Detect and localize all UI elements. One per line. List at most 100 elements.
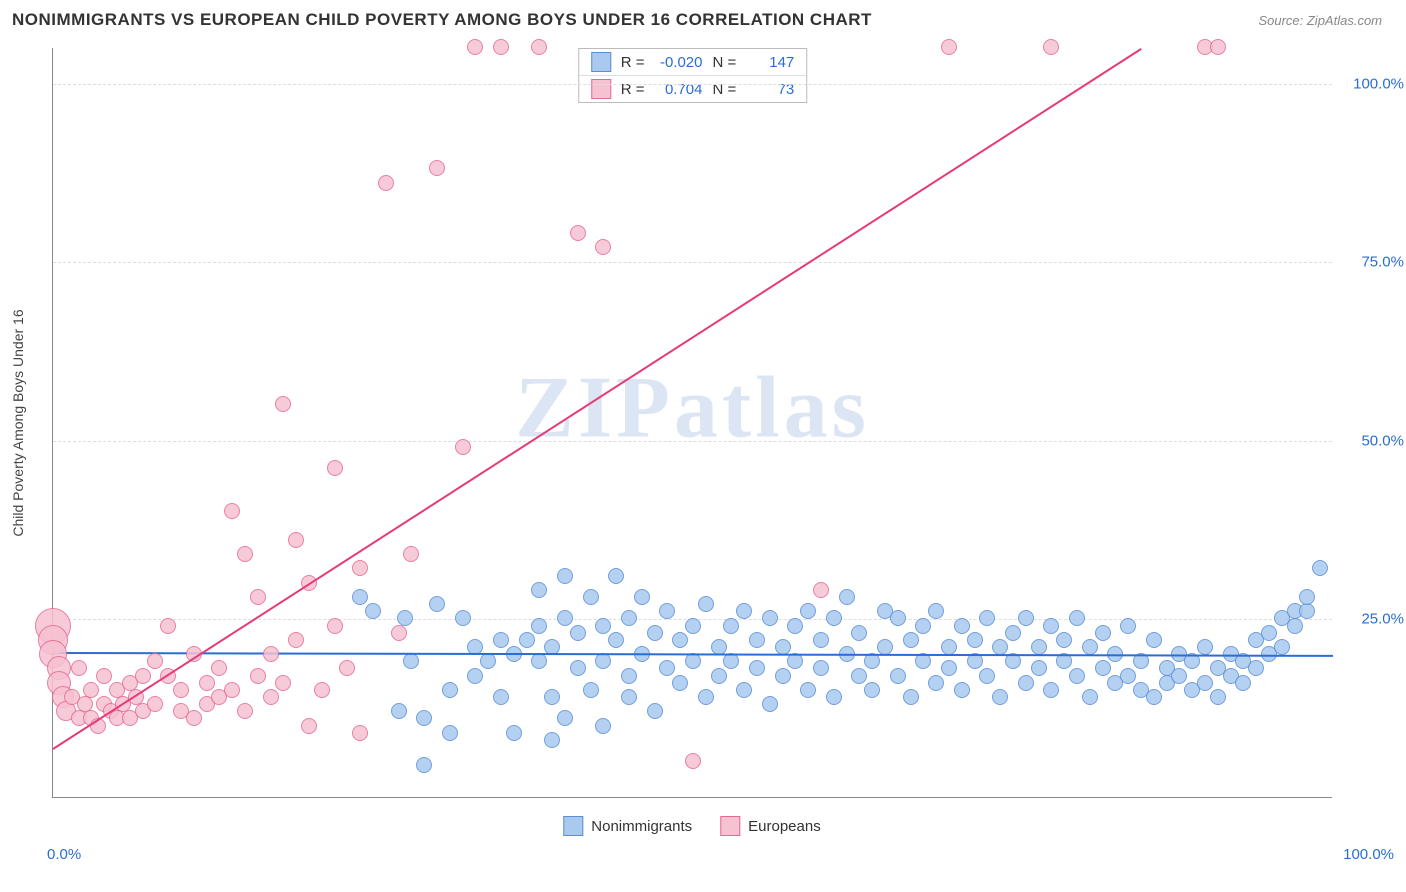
scatter-point [570, 225, 586, 241]
scatter-point [96, 668, 112, 684]
scatter-point [787, 618, 803, 634]
scatter-point [685, 753, 701, 769]
scatter-point [762, 696, 778, 712]
scatter-point [275, 396, 291, 412]
y-tick-label: 100.0% [1340, 75, 1404, 92]
stat-r-value: -0.020 [655, 54, 703, 71]
scatter-point [314, 682, 330, 698]
scatter-point [685, 618, 701, 634]
scatter-point [173, 682, 189, 698]
stat-n-value: 147 [746, 54, 794, 71]
scatter-point [634, 589, 650, 605]
scatter-point [263, 646, 279, 662]
scatter-point [583, 682, 599, 698]
scatter-point [199, 675, 215, 691]
scatter-point [1031, 639, 1047, 655]
scatter-point [659, 660, 675, 676]
scatter-point [378, 175, 394, 191]
scatter-point [455, 610, 471, 626]
scatter-point [954, 682, 970, 698]
scatter-point [1146, 632, 1162, 648]
scatter-point [506, 725, 522, 741]
scatter-point [224, 682, 240, 698]
scatter-point [352, 560, 368, 576]
scatter-point [1031, 660, 1047, 676]
scatter-point [1248, 660, 1264, 676]
scatter-point [263, 689, 279, 705]
source-attribution: Source: ZipAtlas.com [1258, 13, 1382, 28]
scatter-point [429, 160, 445, 176]
scatter-point [967, 632, 983, 648]
grid-line [53, 84, 1332, 85]
scatter-point [416, 757, 432, 773]
scatter-point [493, 632, 509, 648]
scatter-point [480, 653, 496, 669]
stat-n-label: N = [713, 54, 737, 71]
scatter-point [1287, 618, 1303, 634]
scatter-point [736, 603, 752, 619]
y-tick-label: 25.0% [1340, 611, 1404, 628]
scatter-point [275, 675, 291, 691]
scatter-point [1082, 639, 1098, 655]
scatter-point [570, 660, 586, 676]
scatter-point [941, 39, 957, 55]
scatter-point [455, 439, 471, 455]
series-legend: NonimmigrantsEuropeans [563, 816, 820, 836]
scatter-point [519, 632, 535, 648]
y-tick-label: 50.0% [1340, 432, 1404, 449]
stats-row: R =0.704N =73 [579, 75, 807, 102]
scatter-point [941, 660, 957, 676]
scatter-point [890, 610, 906, 626]
legend-swatch [720, 816, 740, 836]
scatter-point [826, 689, 842, 705]
scatter-point [403, 546, 419, 562]
scatter-point [1120, 618, 1136, 634]
scatter-point [1095, 625, 1111, 641]
scatter-point [365, 603, 381, 619]
series-swatch [591, 52, 611, 72]
scatter-point [595, 618, 611, 634]
scatter-point [147, 696, 163, 712]
scatter-point [544, 689, 560, 705]
x-tick-label: 100.0% [1343, 846, 1394, 863]
scatter-point [954, 618, 970, 634]
scatter-point [1069, 610, 1085, 626]
x-tick-label: 0.0% [47, 846, 81, 863]
scatter-point [621, 610, 637, 626]
scatter-point [1261, 625, 1277, 641]
scatter-point [544, 732, 560, 748]
scatter-point [864, 682, 880, 698]
scatter-point [826, 610, 842, 626]
scatter-point [1299, 589, 1315, 605]
scatter-point [595, 653, 611, 669]
scatter-point [851, 668, 867, 684]
scatter-point [979, 668, 995, 684]
scatter-point [723, 618, 739, 634]
scatter-point [698, 596, 714, 612]
scatter-point [237, 703, 253, 719]
grid-line [53, 441, 1332, 442]
scatter-point [621, 689, 637, 705]
scatter-point [442, 682, 458, 698]
scatter-point [941, 639, 957, 655]
scatter-point [531, 653, 547, 669]
scatter-point [672, 632, 688, 648]
grid-line [53, 262, 1332, 263]
scatter-point [800, 603, 816, 619]
scatter-point [762, 610, 778, 626]
scatter-point [391, 703, 407, 719]
scatter-point [749, 660, 765, 676]
scatter-point [83, 682, 99, 698]
scatter-point [1171, 668, 1187, 684]
scatter-point [1082, 689, 1098, 705]
scatter-point [429, 596, 445, 612]
scatter-point [1197, 639, 1213, 655]
scatter-point [570, 625, 586, 641]
scatter-point [992, 689, 1008, 705]
scatter-point [467, 668, 483, 684]
scatter-point [736, 682, 752, 698]
scatter-point [301, 718, 317, 734]
scatter-point [1312, 560, 1328, 576]
scatter-point [890, 668, 906, 684]
watermark: ZIPatlas [515, 357, 870, 458]
